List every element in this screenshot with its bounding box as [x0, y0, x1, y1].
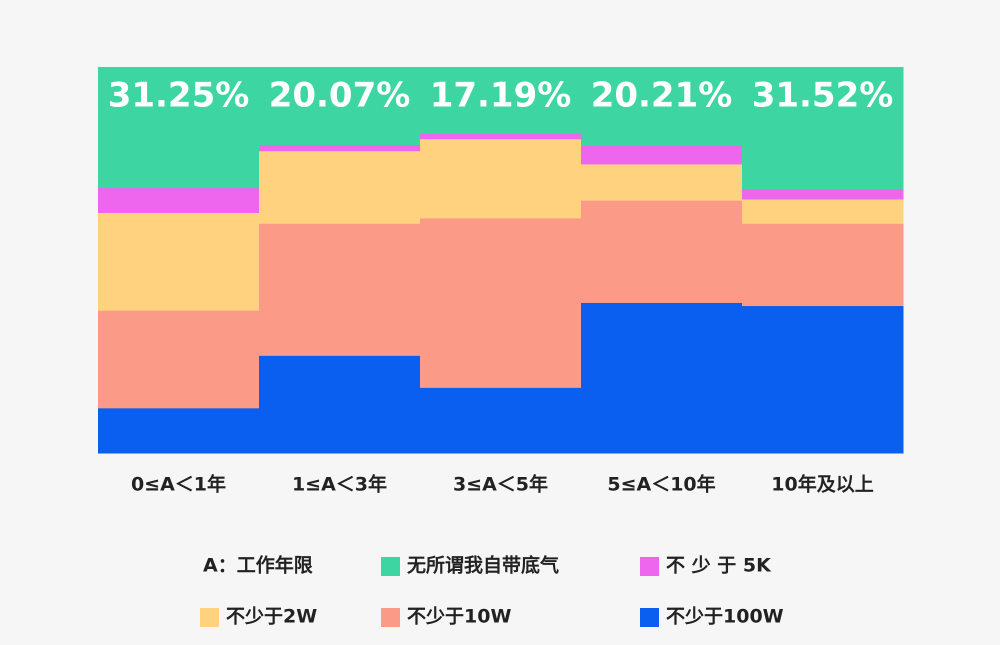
x-tick-label: 0≤A＜1年	[131, 473, 226, 496]
x-tick-label: 5≤A＜10年	[607, 473, 715, 496]
bar-segment	[98, 407, 260, 454]
value-label: 20.21%	[591, 76, 733, 116]
bar-segment	[581, 200, 743, 303]
bar-segment	[742, 188, 904, 200]
x-tick-label: 1≤A＜3年	[292, 473, 387, 496]
legend-label: 不少于2W	[226, 606, 317, 628]
bar-segment	[259, 144, 421, 152]
bar-segment	[420, 133, 582, 140]
legend-label: 不少于10W	[407, 606, 511, 628]
bar-segment	[259, 355, 421, 454]
legend-label: 不少于100W	[666, 606, 784, 628]
bar-segment	[420, 217, 582, 388]
bar-segment	[420, 67, 582, 134]
bar-segment	[581, 163, 743, 201]
legend-note: A：工作年限	[203, 554, 313, 577]
bar-segment	[742, 305, 904, 454]
bar-segment	[259, 67, 421, 145]
bar-segment	[742, 199, 904, 224]
value-label: 31.52%	[752, 76, 894, 116]
bar-segment	[581, 67, 743, 146]
legend-swatch	[381, 557, 400, 576]
legend-swatch	[200, 608, 219, 627]
x-tick-label: 10年及以上	[771, 473, 873, 496]
bar-segment	[420, 138, 582, 219]
legend-swatch	[640, 608, 659, 627]
legend-label: 不 少 于 5K	[666, 555, 772, 577]
bar-segment	[98, 212, 260, 311]
bar-segment	[581, 302, 743, 454]
value-label: 31.25%	[108, 76, 250, 116]
bar-segment	[581, 145, 743, 165]
x-tick-label: 3≤A＜5年	[453, 473, 548, 496]
bar-segment	[259, 150, 421, 224]
bar-segment	[98, 67, 260, 189]
bar-segment	[742, 67, 904, 190]
bar-segment	[420, 387, 582, 454]
value-label: 20.07%	[269, 76, 411, 116]
value-label: 17.19%	[430, 76, 572, 116]
bar-segment	[98, 187, 260, 214]
legend-swatch	[640, 557, 659, 576]
legend-label: 无所谓我自带底气	[407, 554, 559, 577]
bar-segment	[742, 223, 904, 307]
bar-segment	[259, 223, 421, 356]
legend-swatch	[381, 608, 400, 627]
bar-segment	[98, 310, 260, 409]
